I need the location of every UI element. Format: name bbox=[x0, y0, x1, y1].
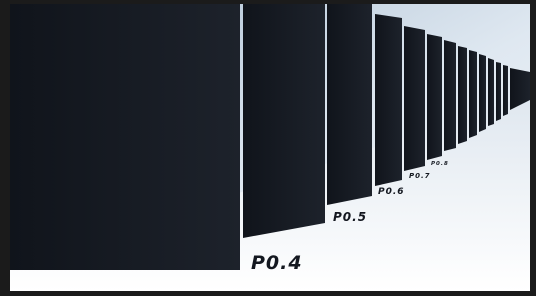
panel bbox=[488, 58, 494, 126]
page: {"labels": ["P0.4", "P0.5", "P0.6", "P0.… bbox=[0, 0, 536, 296]
panel bbox=[469, 50, 477, 138]
panel bbox=[444, 40, 456, 151]
pitch-label: P0.8 bbox=[431, 161, 449, 167]
panel bbox=[427, 34, 442, 160]
pitch-label: P0.4 bbox=[251, 252, 303, 274]
panel bbox=[479, 54, 486, 132]
panel bbox=[375, 14, 402, 186]
panel bbox=[496, 62, 501, 121]
panel bbox=[404, 26, 425, 171]
panel bbox=[503, 65, 508, 116]
panel bbox=[458, 46, 467, 144]
pitch-label: P0.6 bbox=[378, 187, 405, 197]
pitch-label: P0.7 bbox=[409, 172, 431, 180]
panel bbox=[327, 4, 372, 205]
panel bbox=[243, 4, 325, 238]
pitch-label: P0.5 bbox=[333, 210, 367, 224]
panel bbox=[10, 4, 240, 270]
scene: P0.4 P0.5 P0.6 P0.7 P0.8 bbox=[0, 0, 536, 296]
